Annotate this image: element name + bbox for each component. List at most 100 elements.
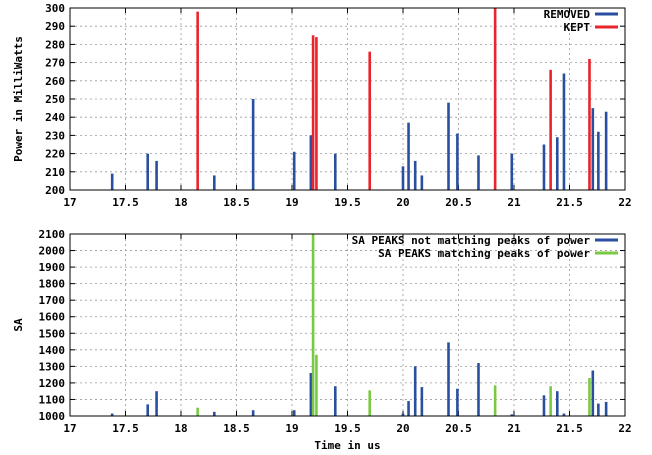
- bar: [588, 58, 591, 191]
- x-tick-label: 18.5: [223, 196, 250, 209]
- x-tick-label: 18: [174, 422, 187, 435]
- y-tick-label: 1100: [39, 393, 66, 406]
- legend-label: KEPT: [564, 21, 591, 34]
- y-tick-label: 1900: [39, 261, 66, 274]
- x-tick-label: 21: [507, 422, 521, 435]
- legend-label: SA PEAKS matching peaks of power: [378, 247, 590, 260]
- bar: [447, 342, 450, 416]
- bar: [213, 411, 216, 416]
- y-tick-label: 2100: [39, 228, 66, 241]
- bar: [562, 413, 566, 416]
- x-tick-label: 19.5: [334, 422, 361, 435]
- bar: [510, 153, 514, 190]
- bar: [213, 175, 216, 190]
- bar: [604, 401, 608, 416]
- bar: [155, 391, 158, 416]
- x-tick-label: 17: [63, 422, 76, 435]
- bar: [407, 122, 410, 190]
- y-tick-label: 1600: [39, 311, 66, 324]
- y-tick-label: 270: [45, 57, 65, 70]
- y-tick-label: 1400: [39, 344, 66, 357]
- bar: [591, 370, 595, 416]
- bar: [196, 407, 199, 416]
- bar: [413, 366, 417, 416]
- y-tick-label: 220: [45, 148, 65, 161]
- y-tick-label: 280: [45, 38, 65, 51]
- x-tick-label: 19: [285, 196, 298, 209]
- bar: [477, 155, 480, 190]
- bar: [413, 160, 417, 190]
- bar: [555, 137, 559, 190]
- bar: [549, 386, 552, 416]
- bar: [315, 354, 318, 416]
- bar: [549, 69, 552, 190]
- y-tick-label: 250: [45, 93, 65, 106]
- x-axis-title: Time in us: [314, 439, 380, 452]
- plot-frame: [69, 233, 626, 417]
- bar: [251, 99, 255, 190]
- y-tick-label: 1000: [39, 410, 66, 423]
- bar: [542, 395, 546, 416]
- y-tick-label: 230: [45, 129, 65, 142]
- bar: [146, 153, 149, 190]
- x-tick-label: 19: [285, 422, 298, 435]
- y-tick-label: 1200: [39, 377, 66, 390]
- bar: [196, 11, 199, 191]
- x-tick-label: 22: [618, 196, 631, 209]
- bar: [510, 414, 514, 416]
- bar: [251, 410, 255, 416]
- bar: [562, 73, 566, 190]
- y-axis-title: SA: [12, 318, 25, 332]
- x-tick-label: 17.5: [112, 422, 139, 435]
- y-tick-label: 240: [45, 111, 65, 124]
- y-axis-title: Power in MilliWatts: [12, 36, 25, 162]
- bar: [456, 133, 459, 190]
- y-tick-label: 210: [45, 166, 65, 179]
- bar: [420, 175, 424, 190]
- bar: [155, 160, 158, 190]
- bar: [555, 391, 559, 416]
- bar: [588, 377, 591, 416]
- bar: [311, 35, 315, 190]
- bar: [420, 387, 424, 416]
- x-tick-label: 20.5: [445, 422, 472, 435]
- x-tick-label: 18: [174, 196, 187, 209]
- bar: [542, 144, 546, 190]
- plot-frame: [69, 7, 626, 191]
- bar: [447, 102, 450, 190]
- bar: [311, 234, 315, 416]
- bar: [333, 153, 337, 190]
- bar: [315, 37, 318, 191]
- x-tick-label: 20: [396, 422, 409, 435]
- bar: [368, 51, 371, 191]
- bar: [146, 404, 149, 416]
- bar: [597, 403, 600, 416]
- bar: [407, 401, 410, 416]
- bar: [591, 108, 595, 190]
- y-tick-label: 260: [45, 75, 65, 88]
- x-tick-label: 18.5: [223, 422, 250, 435]
- bar: [604, 111, 608, 190]
- bar: [309, 372, 313, 416]
- x-tick-label: 19.5: [334, 196, 361, 209]
- power-chart: 200 210 220 230 240 250 260 270 280 290 300 17 17.5 1…: [12, 2, 632, 209]
- bar: [493, 385, 497, 416]
- bar: [110, 413, 114, 416]
- bar: [309, 135, 313, 190]
- bar: [368, 390, 371, 416]
- bar: [292, 151, 296, 190]
- x-tick-label: 17: [63, 196, 76, 209]
- x-tick-label: 21.5: [556, 422, 583, 435]
- y-tick-label: 1300: [39, 360, 66, 373]
- bar: [401, 413, 405, 416]
- x-tick-label: 17.5: [112, 196, 139, 209]
- y-tick-label: 290: [45, 20, 65, 33]
- y-tick-label: 1800: [39, 278, 66, 291]
- legend-label: SA PEAKS not matching peaks of power: [352, 234, 591, 247]
- x-tick-label: 21: [507, 196, 521, 209]
- x-tick-label: 22: [618, 422, 631, 435]
- x-tick-label: 21.5: [556, 196, 583, 209]
- bar: [456, 388, 459, 416]
- bar: [477, 363, 480, 416]
